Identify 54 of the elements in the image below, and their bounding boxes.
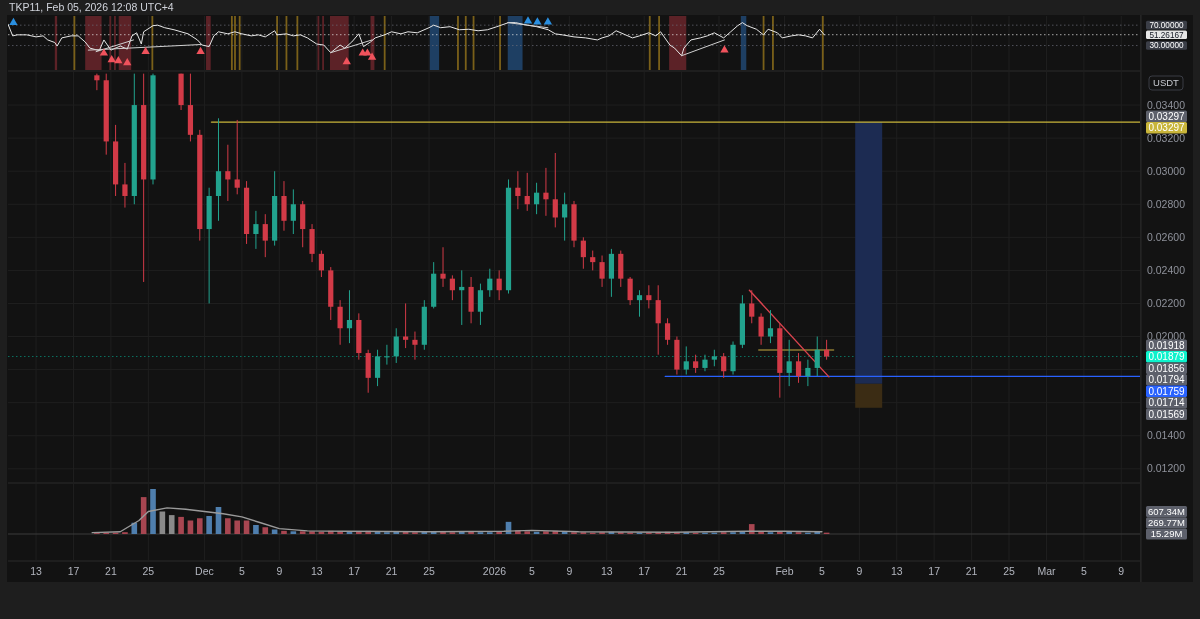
text: 0.03297: [1148, 110, 1186, 122]
x-tick-label: 2026: [482, 564, 507, 577]
x-tick-label: 25: [1003, 564, 1016, 577]
x-tick-label: 21: [385, 564, 398, 577]
x-tick-label: 5: [819, 564, 825, 577]
text: 0.01856: [1148, 362, 1186, 374]
y-tick-label: 0.01400: [1147, 429, 1186, 442]
x-tick-label: 9: [566, 564, 573, 577]
data-label: 0.03297: [1148, 122, 1186, 134]
text: 607.34M: [1148, 505, 1186, 517]
x-tick-label: 9: [1118, 564, 1125, 577]
x-tick-label: Mar: [1037, 564, 1056, 577]
x-tick-label: 13: [600, 564, 613, 577]
x-tick-label: 17: [348, 564, 361, 577]
x-tick-label: Dec: [195, 564, 214, 577]
text: USDT: [1153, 77, 1180, 89]
x-tick-label: 13: [30, 564, 43, 577]
text: 0.01794: [1148, 374, 1186, 386]
x-tick-label: 25: [423, 564, 435, 577]
x-tick-label: 25: [713, 564, 725, 577]
y-tick-label: 0.01200: [1147, 462, 1186, 475]
x-tick-label: 25: [142, 564, 155, 577]
y-tick-label: 0.02600: [1147, 231, 1186, 243]
chart-title: TKP11, Feb 05, 2026 12:08 UTC+4: [9, 1, 174, 13]
y-tick-label: 0.02400: [1147, 264, 1186, 277]
ref-line-label: 0.01879: [1148, 351, 1186, 363]
x-tick-label: 13: [890, 564, 903, 577]
y-tick-label: 0.02200: [1147, 297, 1186, 310]
x-tick-label: 9: [856, 564, 863, 577]
x-tick-label: 5: [238, 564, 245, 577]
data-label: 0.01759: [1148, 385, 1186, 397]
y-tick-label: 0.03000: [1147, 164, 1186, 177]
x-tick-label: 13: [310, 564, 323, 577]
x-tick-label: 9: [276, 564, 283, 577]
text: 0.01918: [1148, 339, 1186, 351]
y-tick-label: 70.00000: [1149, 21, 1185, 31]
x-tick-label: 21: [965, 564, 978, 577]
x-tick-label: 5: [1080, 564, 1087, 577]
x-tick-label: 21: [105, 564, 117, 577]
text: 0.01714: [1148, 397, 1186, 409]
x-tick-label: 17: [638, 564, 651, 577]
x-tick-label: 17: [928, 564, 941, 577]
ref-line-label: 51.26167: [1149, 30, 1185, 40]
x-tick-label: Feb: [775, 564, 794, 577]
x-tick-label: 5: [528, 564, 535, 577]
x-tick-label: 17: [67, 564, 80, 577]
text: 0.01569: [1148, 408, 1186, 420]
text: 15.29M: [1150, 528, 1183, 540]
y-tick-label: 30.00000: [1149, 41, 1185, 51]
x-tick-label: 21: [675, 564, 688, 577]
y-tick-label: 0.03200: [1147, 131, 1186, 144]
y-tick-label: 0.02800: [1147, 197, 1186, 210]
y-tick-label: 0.03400: [1147, 98, 1186, 111]
text: 269.77M: [1148, 517, 1186, 529]
